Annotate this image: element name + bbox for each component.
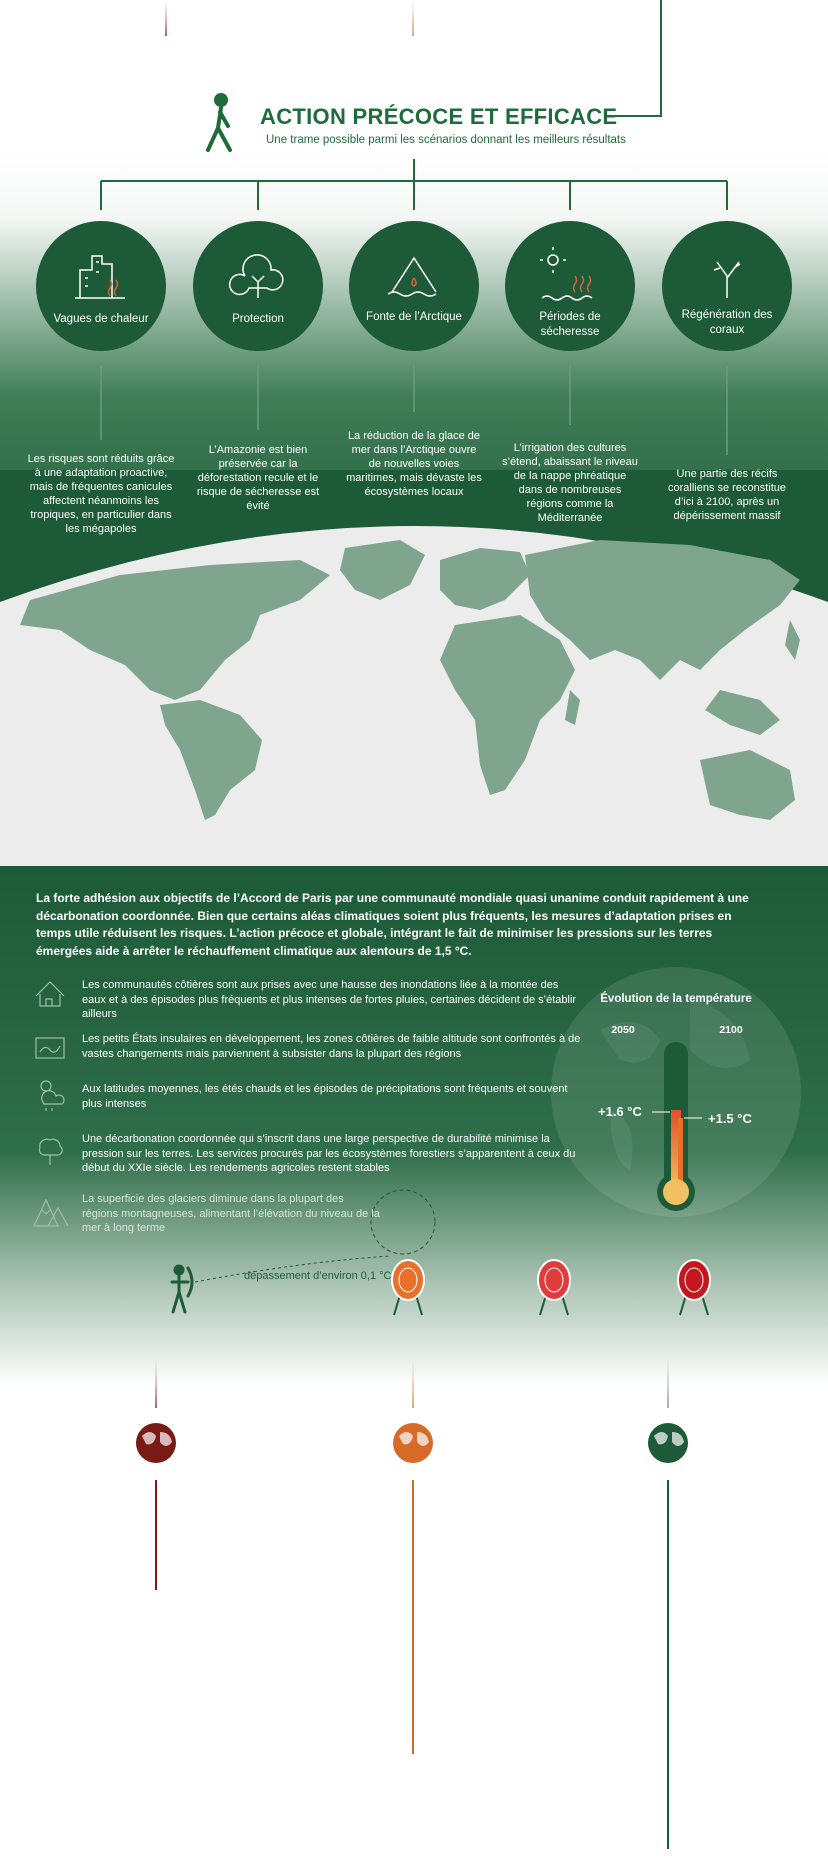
stems <box>100 366 728 455</box>
timeline-line <box>155 1480 157 1590</box>
overshoot-label: dépassement d’environ 0,1 °C <box>244 1270 392 1282</box>
bullet-icons <box>33 981 69 1227</box>
temperature-value: +1.5 °C <box>708 1111 752 1126</box>
bottom-line <box>155 1358 157 1408</box>
impact-text: Une partie des récifs coralliens se reco… <box>667 468 786 522</box>
top-line <box>165 0 167 36</box>
timeline-line <box>667 1480 669 1849</box>
impact-icons <box>75 247 741 301</box>
globe-land <box>600 1000 750 1170</box>
impact-text: L’irrigation des cultures s’étend, abais… <box>502 442 638 524</box>
impact-label: Vagues de chaleur <box>53 313 149 325</box>
year-label: 2050 <box>611 1024 635 1036</box>
impact-text: L’Amazonie est bien préservée car la déf… <box>196 444 320 512</box>
impact-text: La réduction de la glace de mer dans l’A… <box>346 430 482 498</box>
summary: La forte adhésion aux objectifs de l’Acc… <box>36 891 749 958</box>
bottom-line <box>412 1358 414 1408</box>
timeline-line <box>412 1480 414 1754</box>
impact-label: Régénération des coraux <box>681 309 773 336</box>
consequence: Aux latitudes moyennes, les étés chauds … <box>82 1083 568 1110</box>
world-map <box>20 540 800 820</box>
consequence: Les communautés côtières sont aux prises… <box>82 979 577 1020</box>
overshoot-loop <box>370 1189 436 1255</box>
impact-label: Périodes de sécheresse <box>539 311 601 338</box>
consequence: Les petits États insulaires en développe… <box>82 1033 581 1060</box>
impact-text: Les risques sont réduits grâce à une ada… <box>27 453 175 535</box>
bottom-globes <box>136 1423 688 1463</box>
impact-label: Fonte de l’Arctique <box>366 311 462 323</box>
temperature-value: +1.6 °C <box>598 1104 642 1119</box>
walker-icon <box>206 93 232 152</box>
consequence: Une décarbonation coordonnée qui s’inscr… <box>82 1133 576 1174</box>
top-connector <box>606 0 662 117</box>
impact-label: Protection <box>232 313 284 325</box>
year-label: 2100 <box>719 1024 743 1036</box>
connector <box>100 159 728 210</box>
subtitle: Une trame possible parmi les scénarios d… <box>266 134 626 146</box>
consequence: La superficie des glaciers diminue dans … <box>82 1193 380 1234</box>
arrow-path <box>194 1255 391 1283</box>
archer-icon <box>170 1264 194 1314</box>
targets <box>391 1259 711 1316</box>
bottom-line <box>667 1358 669 1408</box>
thermometer <box>652 1042 702 1211</box>
title: ACTION PRÉCOCE ET EFFICACE <box>260 104 618 129</box>
top-line <box>412 0 414 36</box>
temperature-title: Évolution de la température <box>600 993 752 1005</box>
